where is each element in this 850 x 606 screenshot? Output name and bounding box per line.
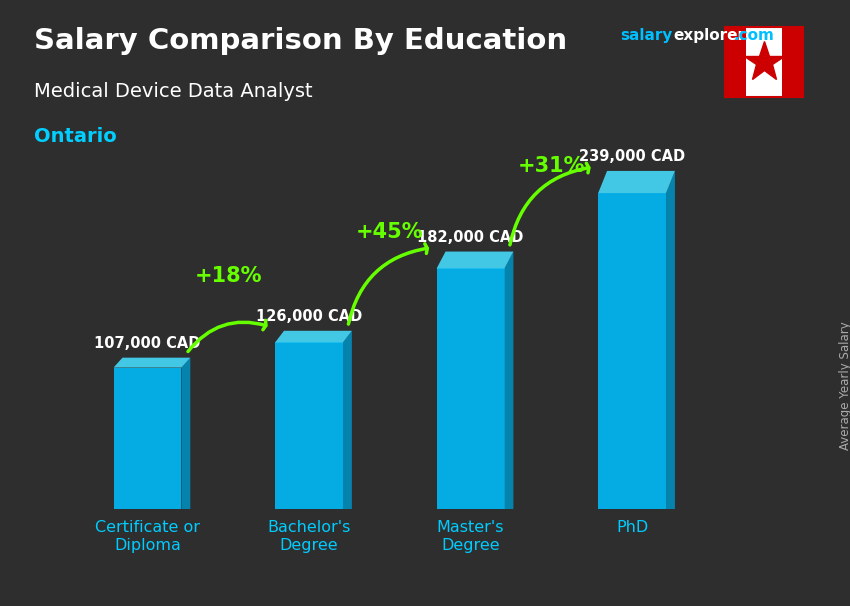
Text: salary: salary — [620, 28, 673, 44]
Text: +31%: +31% — [518, 156, 585, 176]
Polygon shape — [782, 27, 803, 97]
Text: 182,000 CAD: 182,000 CAD — [417, 230, 524, 245]
Text: 107,000 CAD: 107,000 CAD — [94, 336, 201, 351]
Polygon shape — [437, 251, 513, 268]
Text: Ontario: Ontario — [34, 127, 116, 146]
Text: Medical Device Data Analyst: Medical Device Data Analyst — [34, 82, 313, 101]
Polygon shape — [114, 368, 181, 509]
Text: 126,000 CAD: 126,000 CAD — [256, 309, 362, 324]
Polygon shape — [275, 342, 343, 509]
Polygon shape — [114, 358, 190, 368]
Polygon shape — [437, 268, 505, 509]
Polygon shape — [666, 171, 675, 509]
Polygon shape — [275, 331, 352, 342]
Polygon shape — [598, 193, 666, 509]
Polygon shape — [343, 331, 352, 509]
Polygon shape — [505, 251, 513, 509]
Text: Salary Comparison By Education: Salary Comparison By Education — [34, 27, 567, 55]
Polygon shape — [181, 358, 190, 509]
Text: .com: .com — [734, 28, 774, 44]
Text: 239,000 CAD: 239,000 CAD — [579, 149, 685, 164]
Polygon shape — [598, 171, 675, 193]
Text: explorer: explorer — [673, 28, 745, 44]
Text: +18%: +18% — [195, 265, 262, 285]
Text: Average Yearly Salary: Average Yearly Salary — [839, 321, 850, 450]
Polygon shape — [725, 27, 746, 97]
Text: +45%: +45% — [356, 222, 423, 242]
